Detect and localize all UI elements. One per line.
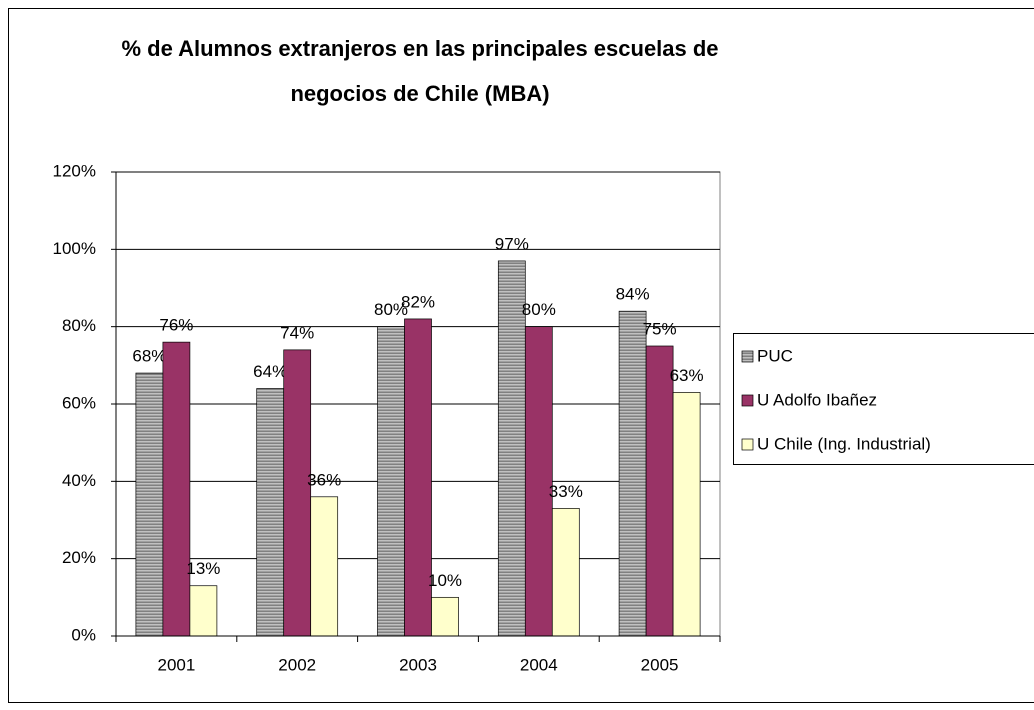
y-tick-label: 60%	[62, 393, 96, 412]
data-label: 82%	[401, 292, 435, 311]
y-tick-label: 80%	[62, 316, 96, 335]
bar	[189, 585, 218, 637]
x-tick-label: 2003	[399, 655, 437, 674]
bar	[645, 345, 674, 637]
data-label: 68%	[132, 347, 166, 366]
y-tick-label: 0%	[71, 625, 96, 644]
legend-swatch	[741, 438, 754, 451]
bar	[135, 372, 164, 637]
bar	[431, 596, 459, 637]
legend-label: U Chile (Ing. Industrial)	[757, 434, 931, 453]
bar	[377, 326, 405, 637]
legend-swatch	[741, 350, 754, 363]
chart-title: % de Alumnos extranjeros en las principa…	[121, 36, 718, 61]
bar	[404, 318, 432, 637]
bar	[524, 326, 553, 637]
legend-label: PUC	[757, 346, 793, 365]
x-tick-label: 2001	[157, 655, 195, 674]
bar	[162, 341, 191, 637]
bar	[310, 496, 339, 637]
chart-title: negocios de Chile (MBA)	[290, 81, 549, 106]
data-label: 74%	[280, 323, 314, 342]
data-label: 84%	[616, 285, 650, 304]
bar	[256, 388, 285, 637]
y-tick-label: 120%	[53, 161, 96, 180]
x-tick-label: 2005	[641, 655, 679, 674]
data-label: 33%	[549, 482, 583, 501]
data-label: 80%	[374, 300, 408, 319]
data-label: 97%	[495, 234, 529, 253]
data-label: 75%	[643, 319, 677, 338]
y-tick-label: 40%	[62, 471, 96, 490]
bar	[497, 260, 526, 637]
legend-label: U Adolfo Ibañez	[757, 390, 877, 409]
data-label: 36%	[307, 470, 341, 489]
x-tick-label: 2002	[278, 655, 316, 674]
data-label: 13%	[186, 559, 220, 578]
bar	[283, 349, 312, 637]
data-label: 10%	[428, 571, 462, 590]
data-label: 80%	[522, 300, 556, 319]
bar	[618, 310, 647, 637]
y-tick-label: 20%	[62, 548, 96, 567]
y-tick-label: 100%	[53, 239, 96, 258]
data-label: 63%	[670, 366, 704, 385]
legend-box	[733, 333, 1034, 465]
bar	[551, 508, 580, 637]
bar	[672, 392, 701, 637]
data-label: 64%	[253, 362, 287, 381]
legend-swatch	[741, 394, 754, 407]
x-tick-label: 2004	[520, 655, 558, 674]
data-label: 76%	[159, 316, 193, 335]
